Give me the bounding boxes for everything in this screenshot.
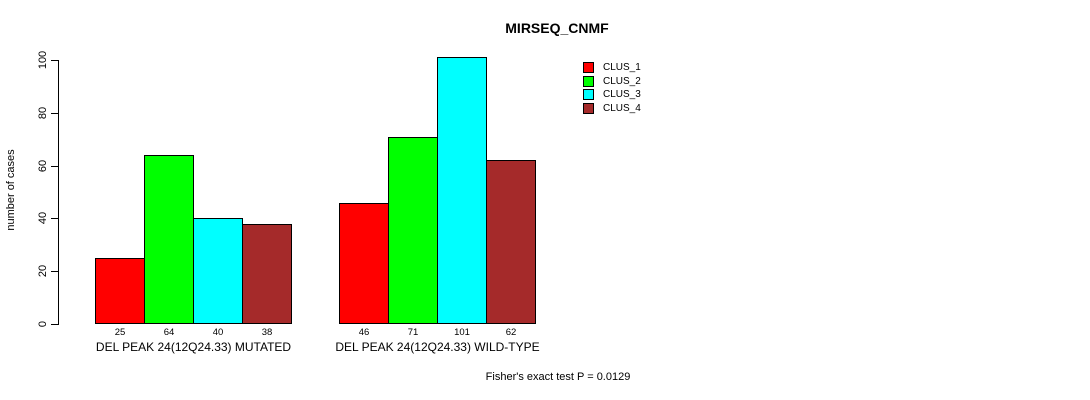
bar-clus_2-group1 [144, 155, 194, 324]
bar-clus_4-group2 [486, 160, 536, 324]
legend-label: CLUS_1 [603, 62, 641, 74]
y-tick-mark [51, 112, 59, 114]
chart-title: MIRSEQ_CNMF [505, 20, 609, 36]
bar-value-label: 64 [163, 327, 175, 338]
bar-clus_3-group1 [193, 218, 243, 324]
legend-label: CLUS_3 [603, 89, 641, 101]
legend-label: CLUS_2 [603, 75, 641, 87]
legend-label: CLUS_4 [603, 102, 641, 114]
fisher-test-annotation: Fisher's exact test P = 0.0129 [485, 371, 631, 383]
bar-value-label: 71 [407, 327, 419, 338]
y-tick-mark [51, 324, 59, 325]
legend-item-clus_4: CLUS_4 [583, 102, 641, 116]
bar-clus_4-group1 [242, 224, 292, 324]
legend-swatch [583, 102, 594, 114]
bar-clus_2-group2 [388, 137, 438, 324]
y-axis-line [58, 60, 59, 325]
bar-value-label: 25 [114, 327, 126, 338]
legend-swatch [583, 62, 594, 74]
y-axis-label: number of cases [5, 149, 17, 231]
legend-item-clus_2: CLUS_2 [583, 75, 641, 89]
y-tick-label: 60 [37, 159, 49, 172]
bar-clus_1-group1 [95, 258, 145, 324]
bar-value-label: 62 [505, 327, 517, 338]
y-tick-label: 0 [37, 320, 49, 328]
legend: CLUS_1 CLUS_2 CLUS_3 CLUS_4 [583, 61, 641, 115]
y-tick-mark [51, 271, 59, 273]
bar-value-label: 40 [212, 327, 224, 338]
bar-clus_3-group2 [437, 57, 487, 324]
x-category-label: DEL PEAK 24(12Q24.33) WILD-TYPE [335, 340, 540, 354]
y-tick-mark [51, 218, 59, 220]
y-tick-mark [51, 60, 59, 61]
y-tick-mark [51, 165, 59, 167]
legend-swatch [583, 75, 594, 87]
y-tick-label: 40 [37, 212, 49, 225]
y-tick-label: 20 [37, 265, 49, 278]
y-tick-label: 80 [37, 106, 49, 119]
legend-swatch [583, 89, 594, 101]
x-category-label: DEL PEAK 24(12Q24.33) MUTATED [95, 340, 292, 354]
bar-clus_1-group2 [339, 203, 389, 324]
bar-value-label: 101 [454, 327, 470, 338]
legend-item-clus_3: CLUS_3 [583, 88, 641, 102]
y-tick-label: 100 [37, 50, 49, 70]
legend-item-clus_1: CLUS_1 [583, 61, 641, 75]
bar-value-label: 38 [261, 327, 273, 338]
bar-value-label: 46 [358, 327, 370, 338]
